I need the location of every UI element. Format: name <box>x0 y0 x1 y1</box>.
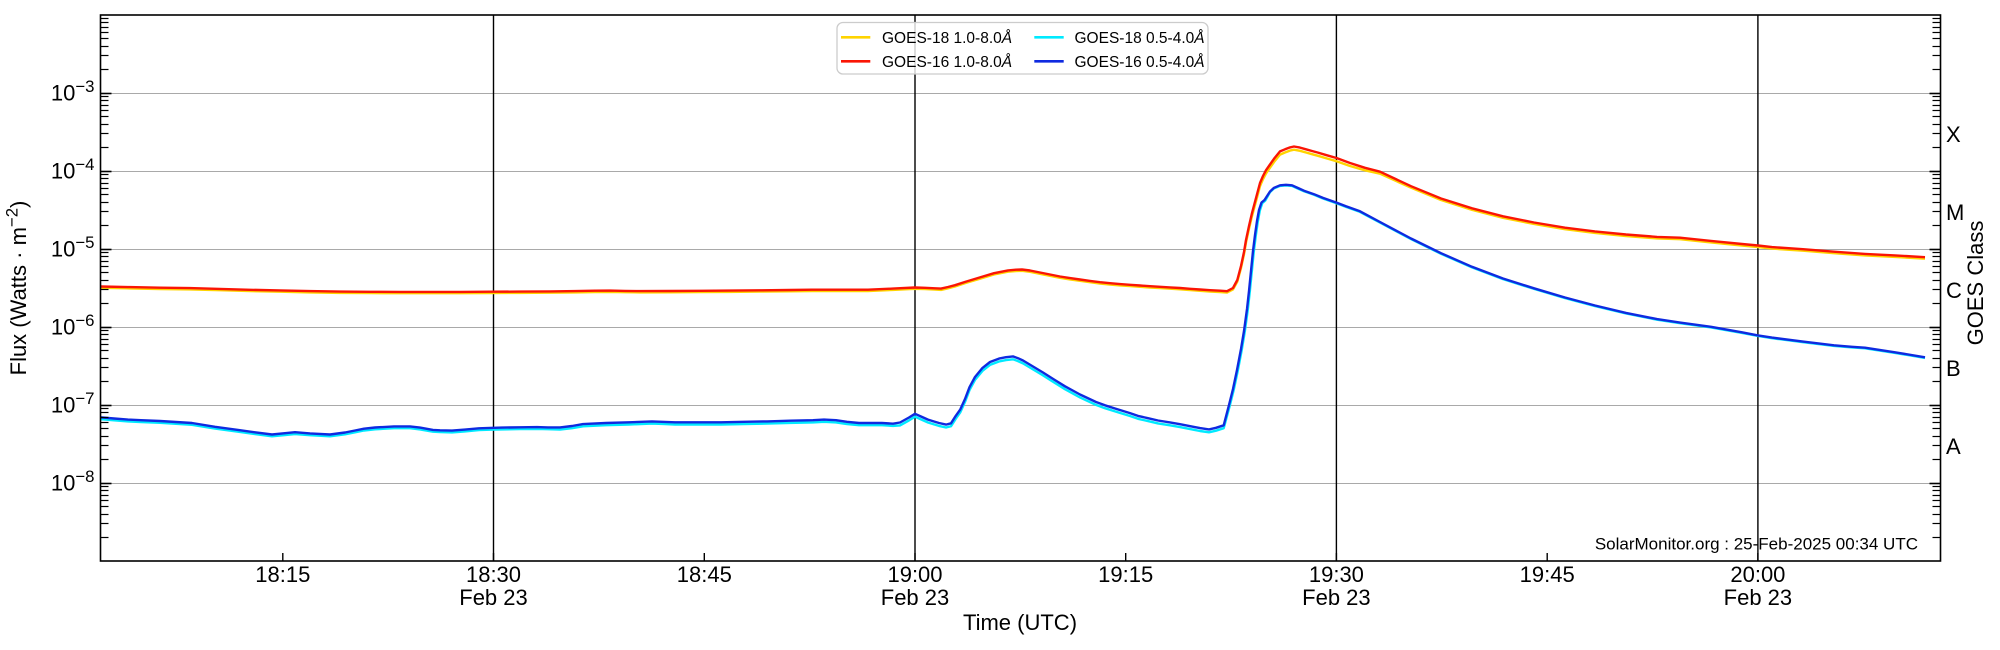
svg-text:19:15: 19:15 <box>1098 562 1153 587</box>
svg-text:19:00: 19:00 <box>887 562 942 587</box>
svg-text:Feb 23: Feb 23 <box>881 585 950 610</box>
svg-text:SolarMonitor.org : 25-Feb-2025: SolarMonitor.org : 25-Feb-2025 00:34 UTC <box>1595 535 1918 554</box>
svg-text:Feb 23: Feb 23 <box>459 585 528 610</box>
svg-text:10−3: 10−3 <box>51 77 95 106</box>
svg-text:GOES Class: GOES Class <box>1963 221 1988 346</box>
svg-text:M: M <box>1946 200 1964 225</box>
svg-text:Time (UTC): Time (UTC) <box>963 610 1077 635</box>
svg-text:18:30: 18:30 <box>466 562 521 587</box>
svg-text:20:00: 20:00 <box>1730 562 1785 587</box>
svg-text:Flux (Watts · m−2): Flux (Watts · m−2) <box>3 201 32 376</box>
svg-text:GOES-18 0.5-4.0Å: GOES-18 0.5-4.0Å <box>1075 30 1205 47</box>
svg-text:X: X <box>1946 122 1961 147</box>
svg-text:GOES-18 1.0-8.0Å: GOES-18 1.0-8.0Å <box>882 30 1012 47</box>
svg-text:B: B <box>1946 356 1961 381</box>
svg-text:A: A <box>1946 434 1961 459</box>
svg-text:19:45: 19:45 <box>1520 562 1575 587</box>
svg-text:18:45: 18:45 <box>677 562 732 587</box>
svg-text:19:30: 19:30 <box>1309 562 1364 587</box>
svg-text:10−8: 10−8 <box>51 467 95 496</box>
svg-text:Feb 23: Feb 23 <box>1724 585 1793 610</box>
svg-text:Feb 23: Feb 23 <box>1302 585 1371 610</box>
svg-text:C: C <box>1946 278 1962 303</box>
svg-text:GOES-16 1.0-8.0Å: GOES-16 1.0-8.0Å <box>882 54 1012 71</box>
svg-text:GOES-16 0.5-4.0Å: GOES-16 0.5-4.0Å <box>1075 54 1205 71</box>
svg-text:18:15: 18:15 <box>255 562 310 587</box>
